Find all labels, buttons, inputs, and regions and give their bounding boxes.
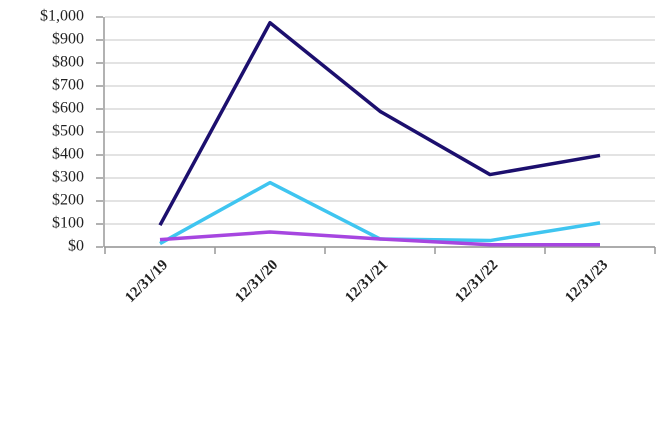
y-tick-label: $800	[52, 54, 84, 71]
y-tick-label: $600	[52, 100, 84, 117]
x-tick-label: 12/31/20	[232, 257, 281, 306]
x-tick-label: 12/31/23	[562, 257, 611, 306]
y-tick-label: $0	[68, 238, 84, 255]
y-tick-label: $300	[52, 169, 84, 186]
y-tick-label: $200	[52, 192, 84, 209]
line	[158, 21, 601, 226]
y-tick-label: $500	[52, 123, 84, 140]
y-tick-label: $100	[52, 215, 84, 232]
y-tick-label: $400	[52, 146, 84, 163]
y-tick-label: $1,000	[40, 8, 84, 25]
x-tick-label: 12/31/19	[122, 257, 171, 306]
y-tick-label: $700	[52, 77, 84, 94]
line	[159, 230, 600, 247]
x-tick-label: 12/31/22	[452, 257, 501, 306]
x-tick-label: 12/31/21	[342, 257, 391, 306]
y-tick-label: $900	[52, 31, 84, 48]
